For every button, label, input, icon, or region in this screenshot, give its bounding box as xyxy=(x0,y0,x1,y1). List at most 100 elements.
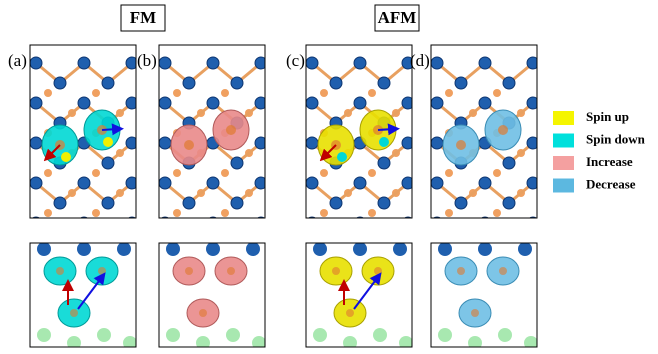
bond xyxy=(461,223,485,243)
atom xyxy=(503,77,515,89)
atom xyxy=(159,137,171,149)
atom xyxy=(159,217,171,229)
atom xyxy=(78,97,90,109)
atom-small xyxy=(493,209,501,217)
atom xyxy=(306,217,318,229)
atom xyxy=(455,197,467,209)
atom-green xyxy=(524,336,538,350)
atom xyxy=(102,197,114,209)
atom xyxy=(246,242,260,256)
atom xyxy=(255,217,267,229)
panel-image xyxy=(159,242,266,350)
atom-small xyxy=(541,169,549,177)
atom xyxy=(378,77,390,89)
atom xyxy=(78,57,90,69)
legend-label: Increase xyxy=(586,154,633,169)
atom-small xyxy=(445,209,453,217)
atom xyxy=(207,57,219,69)
atom xyxy=(306,97,318,109)
blob-core xyxy=(227,267,235,275)
atom-small xyxy=(320,89,328,97)
atom-small xyxy=(173,89,181,97)
panel-label: (d) xyxy=(410,51,430,70)
atom xyxy=(206,242,220,256)
atom xyxy=(77,242,91,256)
legend-swatch xyxy=(553,134,574,148)
blob-core xyxy=(185,267,193,275)
atom-small xyxy=(269,169,277,177)
blob-core xyxy=(332,267,340,275)
atom xyxy=(518,242,532,256)
bond xyxy=(437,223,461,243)
atom xyxy=(354,97,366,109)
atom xyxy=(183,197,195,209)
atom-small xyxy=(269,209,277,217)
panel-image xyxy=(30,242,137,350)
panel-image xyxy=(159,45,285,277)
atom-small xyxy=(44,89,52,97)
atom-green xyxy=(123,336,137,350)
atom xyxy=(117,242,131,256)
blob-small xyxy=(103,137,113,147)
atom-green xyxy=(252,336,266,350)
atom-small xyxy=(320,209,328,217)
legend-label: Decrease xyxy=(586,176,636,191)
atom-green xyxy=(399,336,413,350)
atom xyxy=(431,57,443,69)
atom xyxy=(102,77,114,89)
atom-small xyxy=(368,209,376,217)
atom-green xyxy=(498,328,512,342)
atom xyxy=(479,97,491,109)
atom xyxy=(306,177,318,189)
atom-green xyxy=(166,328,180,342)
atom-small xyxy=(541,89,549,97)
atom-small xyxy=(541,249,549,257)
atom xyxy=(438,242,452,256)
atom xyxy=(431,97,443,109)
atom xyxy=(330,197,342,209)
bond xyxy=(360,223,384,243)
atom xyxy=(183,77,195,89)
atom-small xyxy=(140,129,148,137)
atom xyxy=(527,217,539,229)
atom xyxy=(393,242,407,256)
atom xyxy=(431,217,443,229)
atom xyxy=(354,217,366,229)
atom xyxy=(503,197,515,209)
atom-small xyxy=(92,209,100,217)
atom xyxy=(30,217,42,229)
atom xyxy=(207,97,219,109)
bond xyxy=(408,223,432,243)
blob-small xyxy=(337,152,347,162)
atom xyxy=(30,97,42,109)
atom-small xyxy=(416,89,424,97)
bond xyxy=(237,223,261,243)
blob-core xyxy=(98,267,106,275)
atom-small xyxy=(269,249,277,257)
atom xyxy=(54,77,66,89)
atom xyxy=(354,177,366,189)
atom-green xyxy=(97,328,111,342)
atom xyxy=(159,97,171,109)
legend-label: Spin down xyxy=(586,131,646,146)
atom xyxy=(313,242,327,256)
arrow xyxy=(378,129,394,130)
bond xyxy=(384,223,408,243)
atom-small xyxy=(541,209,549,217)
atom xyxy=(159,177,171,189)
atom-small xyxy=(541,129,549,137)
bond xyxy=(165,223,189,243)
atom-green xyxy=(37,328,51,342)
panel-image xyxy=(306,242,413,350)
arrow xyxy=(102,129,118,130)
atom-small xyxy=(445,89,453,97)
blob-core xyxy=(56,267,64,275)
atom-small xyxy=(416,249,424,257)
atom xyxy=(503,157,515,169)
panel-image xyxy=(431,45,557,277)
atom xyxy=(54,197,66,209)
atom-green xyxy=(343,336,357,350)
blob-core xyxy=(199,309,207,317)
bond xyxy=(509,223,533,243)
atom xyxy=(30,137,42,149)
